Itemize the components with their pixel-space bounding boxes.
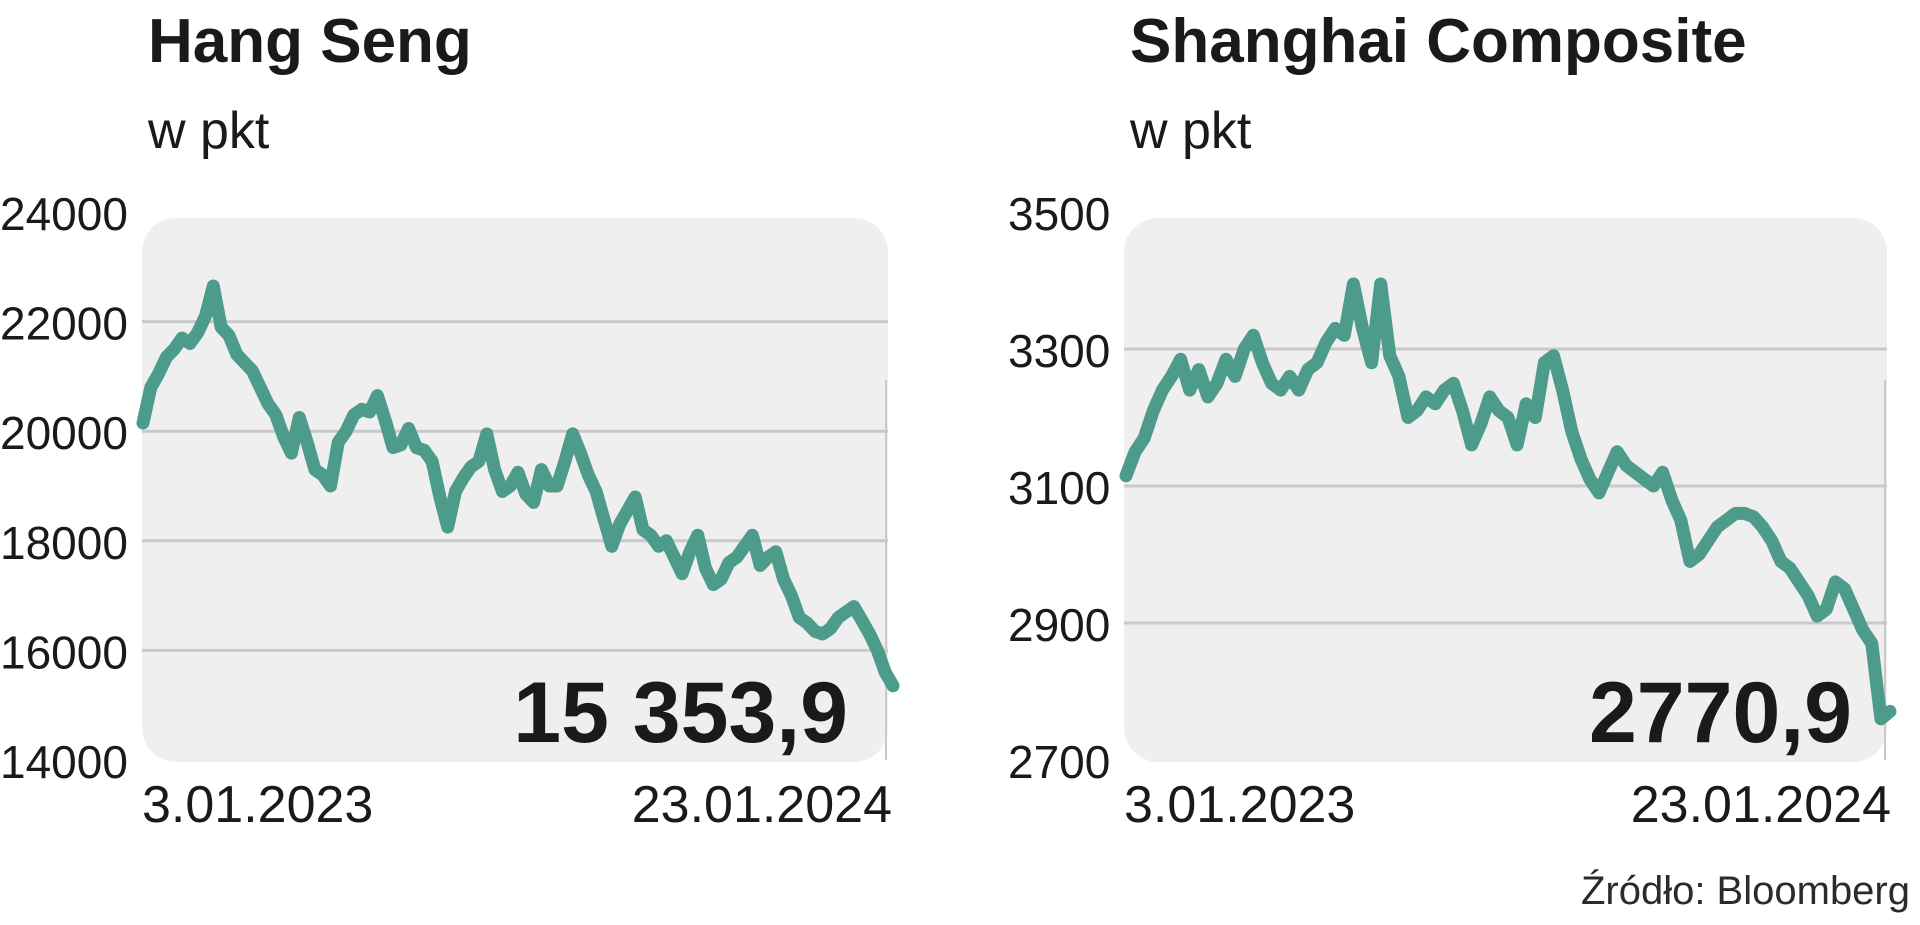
y-tick-label: 22000 bbox=[0, 298, 128, 350]
x-axis-end-label: 23.01.2024 bbox=[632, 776, 892, 834]
chart-subtitle: w pkt bbox=[147, 102, 270, 160]
chart-subtitle: w pkt bbox=[1129, 102, 1252, 160]
last-value-label: 15 353,9 bbox=[513, 665, 848, 761]
series-line bbox=[1119, 277, 1897, 726]
x-axis-start-label: 3.01.2023 bbox=[1124, 776, 1355, 834]
source-note: Źródło: Bloomberg bbox=[1580, 869, 1910, 913]
y-tick-label: 24000 bbox=[0, 188, 128, 240]
y-tick-label: 16000 bbox=[0, 626, 128, 678]
y-tick-label: 3500 bbox=[1008, 188, 1110, 240]
last-value-label: 2770,9 bbox=[1589, 665, 1852, 761]
y-tick-label: 18000 bbox=[0, 517, 128, 569]
y-tick-label: 3100 bbox=[1008, 462, 1110, 514]
chart-title: Shanghai Composite bbox=[1130, 7, 1747, 76]
y-tick-label: 3300 bbox=[1008, 325, 1110, 377]
x-axis-start-label: 3.01.2023 bbox=[142, 776, 373, 834]
y-tick-label: 14000 bbox=[0, 736, 128, 788]
series-line bbox=[136, 279, 900, 693]
chart-title: Hang Seng bbox=[148, 7, 472, 76]
y-tick-label: 2900 bbox=[1008, 599, 1110, 651]
y-tick-label: 20000 bbox=[0, 407, 128, 459]
x-axis-end-label: 23.01.2024 bbox=[1631, 776, 1891, 834]
y-tick-label: 2700 bbox=[1008, 736, 1110, 788]
